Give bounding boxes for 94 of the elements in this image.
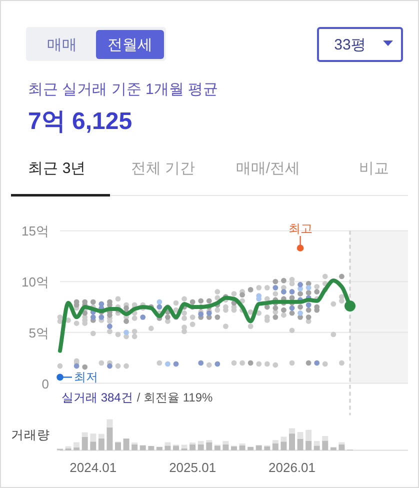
bar: [106, 427, 113, 450]
text: 최근 실거래 기준 1개월 평균: [28, 80, 218, 98]
bar: [272, 440, 278, 444]
point: [298, 282, 303, 288]
bar: [98, 434, 104, 439]
point: [281, 289, 286, 294]
annotation: 최고: [288, 221, 312, 236]
bar: [206, 442, 212, 450]
point: [98, 314, 104, 320]
point: [289, 289, 295, 294]
text: 매매/전세: [236, 160, 300, 176]
x-tick-label: 2025.01: [169, 459, 216, 474]
bar: [74, 442, 80, 448]
bar: [222, 441, 229, 444]
point: [107, 324, 112, 330]
text: 매매: [47, 36, 77, 53]
point: [296, 244, 304, 252]
point: [90, 314, 96, 320]
bar: [322, 436, 328, 441]
bar: [231, 446, 237, 450]
point: [156, 299, 162, 305]
text: / 회전율 119%: [136, 390, 213, 404]
bar: [214, 446, 220, 450]
bar: [280, 442, 287, 450]
y-tick-label: 5억: [28, 324, 49, 340]
bar: [297, 438, 304, 450]
bar: [164, 442, 171, 446]
bar: [322, 440, 328, 450]
bar: [297, 432, 304, 439]
y-axis-title: 거래량: [11, 428, 50, 442]
point: [214, 361, 220, 367]
point: [314, 360, 320, 366]
bar: [289, 428, 295, 434]
bar: [314, 441, 320, 446]
bar: [82, 436, 88, 450]
point: [156, 304, 162, 310]
point: [306, 284, 312, 290]
bar: [106, 419, 113, 428]
point: [165, 361, 170, 367]
point: [140, 314, 146, 320]
y-tick-label: 15억: [22, 223, 49, 238]
bar: [222, 444, 229, 450]
bar: [338, 444, 345, 450]
bar: [198, 444, 204, 450]
bar: [306, 430, 312, 441]
bar: [115, 442, 121, 450]
bar: [148, 446, 154, 450]
text: 최근 3년: [28, 160, 86, 176]
bar: [198, 441, 204, 444]
point: [272, 284, 278, 290]
point: [173, 361, 179, 367]
bar: [256, 445, 262, 450]
bar: [306, 441, 312, 450]
bar: [330, 448, 336, 450]
text: 전월세: [108, 36, 152, 53]
bar: [140, 445, 146, 450]
bar: [248, 446, 254, 450]
bar: [123, 438, 130, 450]
point: [107, 363, 112, 369]
bar: [181, 444, 188, 448]
bar: [82, 432, 88, 437]
bar: [98, 438, 104, 450]
bar: [90, 434, 96, 442]
x-tick-label: 2024.01: [70, 459, 117, 474]
text: 전체 기간: [130, 160, 196, 176]
bar: [90, 442, 96, 450]
text: 실거래 384건: [62, 390, 133, 404]
bar: [132, 444, 138, 450]
point: [289, 305, 295, 311]
bar: [272, 443, 278, 450]
bar: [173, 446, 179, 450]
y-tick-label: 0: [42, 376, 49, 391]
bar: [74, 448, 80, 450]
point: [344, 300, 356, 312]
bar: [314, 446, 320, 450]
text: 7억 6,125: [28, 108, 132, 134]
bar: [190, 444, 196, 450]
y-tick-label: 10억: [22, 274, 49, 290]
point: [56, 374, 64, 381]
point: [298, 310, 303, 316]
bar: [280, 436, 287, 442]
x-tick-label: 2026.01: [268, 459, 316, 474]
bar: [264, 446, 270, 450]
bar: [289, 434, 295, 450]
bar: [164, 446, 171, 450]
point: [124, 330, 129, 336]
point: [198, 360, 204, 366]
annotation: 최저: [74, 370, 98, 384]
bar: [156, 446, 162, 450]
text: 비교: [359, 160, 389, 176]
point: [306, 302, 312, 308]
text: 33평: [334, 36, 366, 53]
point: [74, 363, 80, 369]
bar: [239, 445, 246, 450]
